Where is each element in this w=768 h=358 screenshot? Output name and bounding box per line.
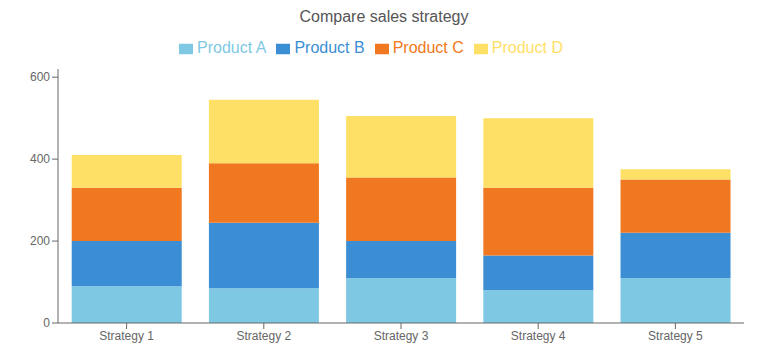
svg-text:200: 200 bbox=[30, 234, 50, 248]
html-text:Product D: Product D bbox=[491, 39, 563, 56]
svg-text:Strategy 1: Strategy 1 bbox=[99, 329, 154, 343]
html-text:Product C: Product C bbox=[392, 39, 464, 56]
html-text:Product B: Product B bbox=[294, 39, 365, 56]
svg-text:600: 600 bbox=[30, 70, 50, 84]
svg-text:Strategy 4: Strategy 4 bbox=[511, 329, 566, 343]
html-text:Compare sales strategy: Compare sales strategy bbox=[299, 8, 469, 25]
svg-text:Strategy 2: Strategy 2 bbox=[236, 329, 291, 343]
svg-text:Strategy 5: Strategy 5 bbox=[648, 329, 703, 343]
svg-text:400: 400 bbox=[30, 152, 50, 166]
svg-text:0: 0 bbox=[43, 316, 50, 330]
svg-text:Strategy 3: Strategy 3 bbox=[374, 329, 429, 343]
html-text:Product A: Product A bbox=[197, 39, 267, 56]
